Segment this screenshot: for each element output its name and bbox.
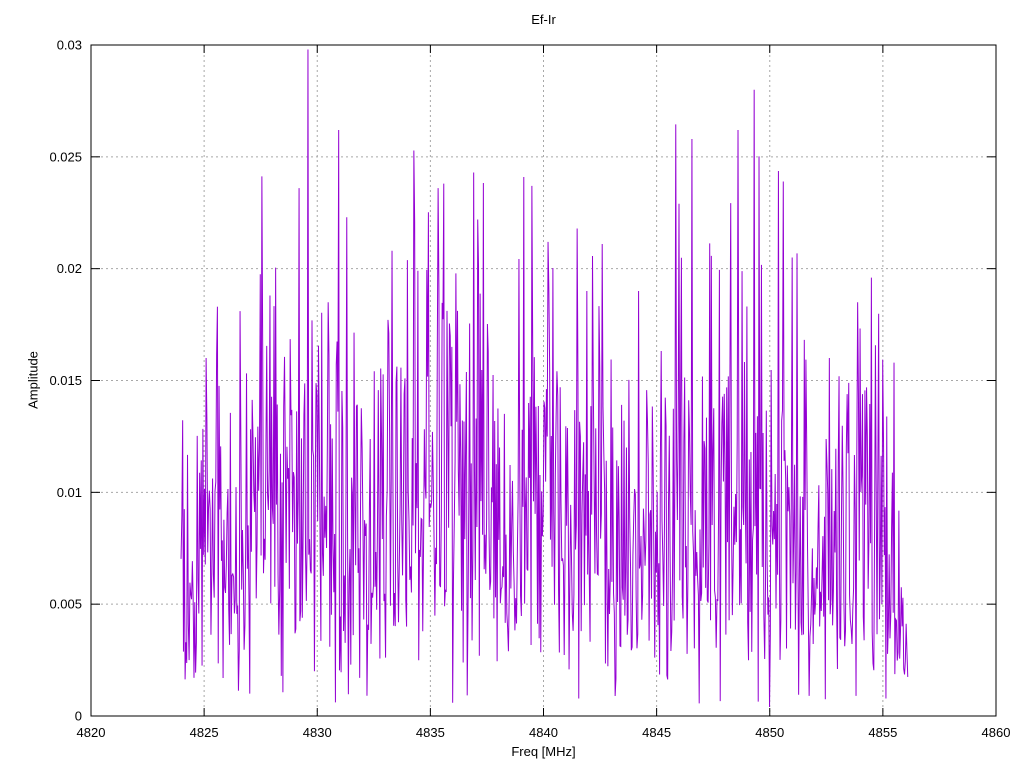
x-tick-label: 4840 [529,725,558,740]
y-tick-label: 0.02 [57,261,82,276]
plot-border [90,44,997,717]
chart-title: Ef-Ir [531,12,556,27]
y-tick-label: 0.005 [49,597,82,612]
y-tick-label: 0.03 [57,38,82,53]
x-tick-label: 4830 [303,725,332,740]
x-tick-label: 4850 [755,725,784,740]
x-tick-label: 4860 [982,725,1011,740]
x-axis-label: Freq [MHz] [511,744,576,759]
x-tick-label: 4825 [190,725,219,740]
y-tick-label: 0.025 [49,149,82,164]
y-tick-label: 0.01 [57,485,82,500]
y-tick-label: 0 [75,709,82,724]
y-tick-label: 0.015 [49,373,82,388]
x-tick-label: 4855 [868,725,897,740]
x-tick-label: 4835 [416,725,445,740]
series-line [180,49,909,708]
x-tick-label: 4845 [642,725,671,740]
x-tick-label: 4820 [77,725,106,740]
